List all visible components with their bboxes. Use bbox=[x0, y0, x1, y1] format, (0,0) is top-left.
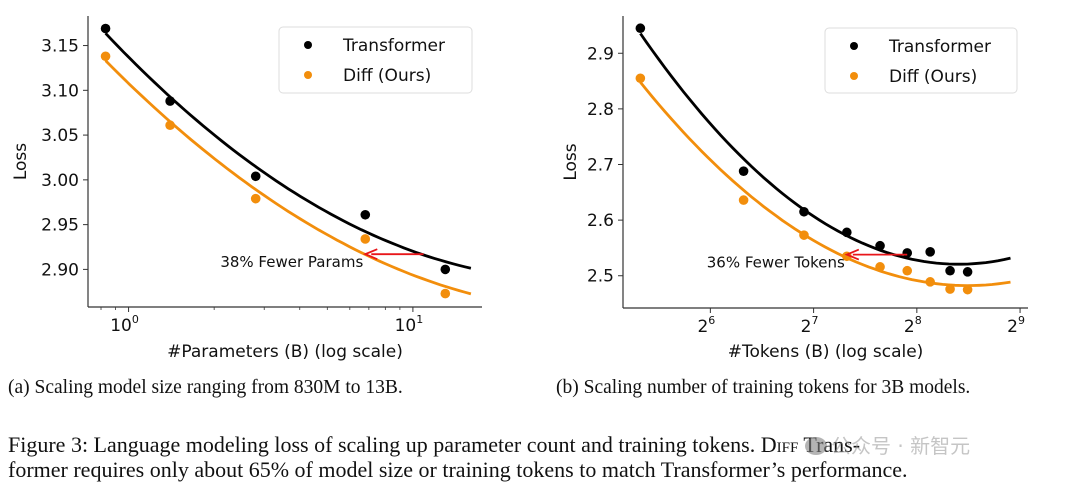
y-tick-label: 2.9 bbox=[587, 44, 614, 64]
y-tick-label: 3.15 bbox=[41, 37, 79, 57]
x-tick-exponent: 8 bbox=[915, 314, 922, 327]
subcaption-b: (b) Scaling number of training tokens fo… bbox=[556, 377, 971, 398]
data-point-diff bbox=[738, 195, 749, 205]
x-tick-exponent: 0 bbox=[132, 313, 139, 326]
x-tick-label: 27 bbox=[801, 314, 819, 337]
data-point-transformer bbox=[842, 227, 852, 238]
data-point-transformer bbox=[902, 248, 913, 258]
data-point-transformer bbox=[360, 209, 371, 220]
fit-curve-transformer bbox=[639, 32, 1011, 266]
x-axis-label: #Tokens (B) (log scale) bbox=[728, 342, 924, 362]
legend-label-diff: Diff (Ours) bbox=[343, 66, 431, 86]
data-point-diff bbox=[440, 288, 451, 299]
y-tick-label: 2.90 bbox=[41, 260, 79, 280]
data-point-diff bbox=[875, 262, 885, 272]
x-tick-base: 2 bbox=[801, 317, 812, 337]
data-point-transformer bbox=[635, 23, 646, 34]
data-point-diff bbox=[799, 230, 809, 240]
data-point-transformer bbox=[100, 23, 111, 34]
x-axis-label: #Parameters (B) (log scale) bbox=[167, 342, 403, 362]
x-tick-label: 26 bbox=[697, 314, 715, 337]
legend-marker-diff bbox=[304, 71, 312, 79]
watermark-text: 公众号 · 新智元 bbox=[831, 434, 971, 458]
x-tick-exponent: 6 bbox=[708, 314, 715, 327]
data-point-diff bbox=[250, 193, 261, 204]
x-tick-exponent: 9 bbox=[1018, 314, 1025, 327]
fit-curve-diff bbox=[104, 59, 472, 296]
y-tick-label: 3.00 bbox=[41, 171, 79, 191]
wechat-icon bbox=[805, 437, 827, 455]
data-point-transformer bbox=[738, 166, 749, 176]
y-tick-label: 3.10 bbox=[41, 81, 79, 101]
subcaption-a: (a) Scaling model size ranging from 830M… bbox=[8, 377, 403, 398]
legend-label-transformer: Transformer bbox=[342, 36, 445, 56]
watermark: 公众号 · 新智元 bbox=[805, 430, 970, 459]
data-point-transformer bbox=[925, 247, 935, 257]
annotation-text: 38% Fewer Params bbox=[220, 253, 363, 271]
x-tick-label: 101 bbox=[395, 313, 424, 336]
data-point-transformer bbox=[165, 96, 175, 106]
caption-diff-smallcaps: Diff bbox=[760, 432, 799, 457]
x-tick-label: 100 bbox=[110, 313, 139, 336]
x-tick-label: 28 bbox=[904, 314, 922, 337]
y-tick-label: 2.5 bbox=[587, 267, 614, 287]
legend-label-diff: Diff (Ours) bbox=[889, 67, 977, 87]
data-point-transformer bbox=[250, 171, 261, 182]
data-point-diff bbox=[360, 234, 371, 244]
y-tick-label: 2.8 bbox=[587, 100, 614, 120]
data-point-diff bbox=[945, 284, 955, 294]
data-point-diff bbox=[635, 73, 646, 84]
legend-box bbox=[278, 26, 473, 94]
annotation-text: 36% Fewer Tokens bbox=[707, 254, 845, 272]
fit-curve-transformer bbox=[104, 32, 472, 270]
legend-marker-diff bbox=[850, 72, 858, 80]
data-point-diff bbox=[165, 120, 175, 131]
data-point-transformer bbox=[962, 267, 973, 277]
data-point-diff bbox=[962, 284, 973, 295]
x-tick-base: 2 bbox=[697, 317, 708, 337]
legend-label-transformer: Transformer bbox=[888, 37, 991, 57]
data-point-transformer bbox=[875, 240, 885, 251]
data-point-diff bbox=[100, 51, 111, 62]
y-axis-label: Loss bbox=[561, 143, 581, 180]
annotation-arrow-head bbox=[362, 248, 378, 261]
caption-line1-pre: Figure 3: Language modeling loss of scal… bbox=[8, 432, 761, 457]
y-tick-label: 2.6 bbox=[587, 211, 614, 231]
data-point-transformer bbox=[945, 265, 955, 276]
legend-marker-transformer bbox=[304, 41, 312, 49]
figure-caption: Figure 3: Language modeling loss of scal… bbox=[0, 432, 1080, 482]
y-tick-label: 2.7 bbox=[587, 156, 614, 176]
data-point-diff bbox=[902, 265, 913, 276]
x-tick-base: 10 bbox=[395, 316, 417, 336]
legend-box bbox=[824, 27, 1018, 94]
x-tick-exponent: 7 bbox=[812, 314, 819, 327]
x-tick-base: 10 bbox=[110, 316, 132, 336]
data-point-diff bbox=[925, 277, 935, 287]
data-point-transformer bbox=[799, 206, 809, 217]
x-tick-base: 2 bbox=[904, 317, 915, 337]
y-tick-label: 2.95 bbox=[41, 216, 79, 236]
chart-panel-b: 2.92.82.72.62.526 27 28 29#Tokens (B) (log … bbox=[561, 16, 1028, 362]
x-tick-base: 2 bbox=[1007, 317, 1018, 337]
data-point-transformer bbox=[440, 264, 451, 275]
annotation-arrow-head bbox=[844, 248, 860, 261]
y-tick-label: 3.05 bbox=[41, 126, 79, 146]
x-tick-exponent: 1 bbox=[416, 313, 423, 326]
caption-line2: former requires only about 65% of model … bbox=[8, 457, 908, 482]
legend-marker-transformer bbox=[850, 42, 858, 50]
x-tick-label: 29 bbox=[1007, 314, 1025, 337]
y-axis-label: Loss bbox=[11, 143, 31, 180]
